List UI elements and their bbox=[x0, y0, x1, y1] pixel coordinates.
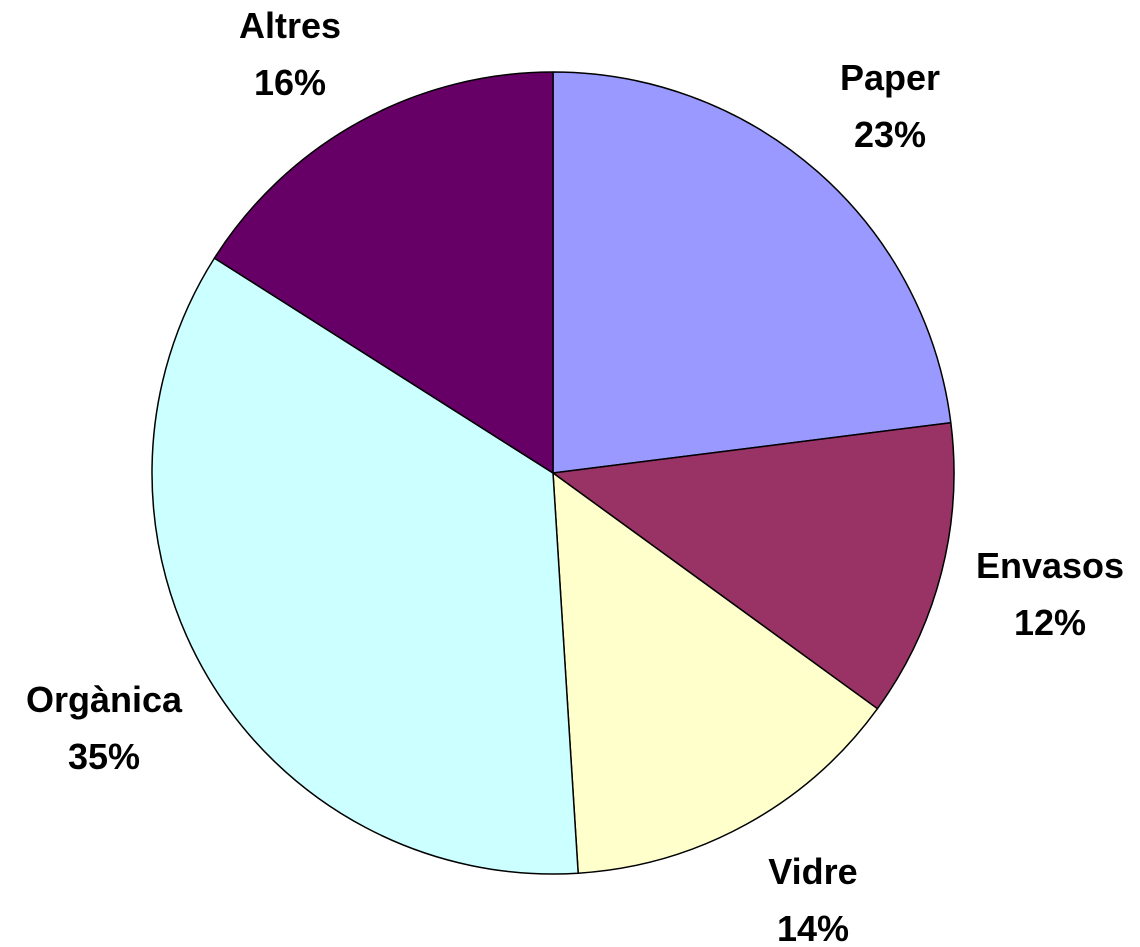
slice-percent-label-paper: 23% bbox=[854, 114, 926, 155]
slice-category-label-vidre: Vidre bbox=[768, 851, 857, 892]
pie-slice-envasos bbox=[552, 421, 955, 710]
slice-percent-label-altres: 16% bbox=[254, 62, 326, 103]
pie-slice-organica bbox=[151, 257, 579, 875]
slice-percent-label-vidre: 14% bbox=[777, 908, 849, 947]
pie-slices bbox=[151, 71, 955, 875]
pie-slice-vidre bbox=[552, 472, 879, 874]
slice-category-label-paper: Paper bbox=[840, 57, 940, 98]
slice-category-label-organica: Orgànica bbox=[26, 679, 183, 720]
pie-labels: Paper 23% Envasos 12% Vidre 14% Orgànica 35% Alt… bbox=[26, 5, 1124, 947]
pie-slice-paper bbox=[552, 71, 952, 474]
slice-percent-label-organica: 35% bbox=[68, 736, 140, 777]
slice-category-label-envasos: Envasos bbox=[976, 545, 1124, 586]
slice-percent-label-envasos: 12% bbox=[1014, 602, 1086, 643]
slice-category-label-altres: Altres bbox=[239, 5, 341, 46]
pie-slice-altres bbox=[213, 71, 554, 474]
